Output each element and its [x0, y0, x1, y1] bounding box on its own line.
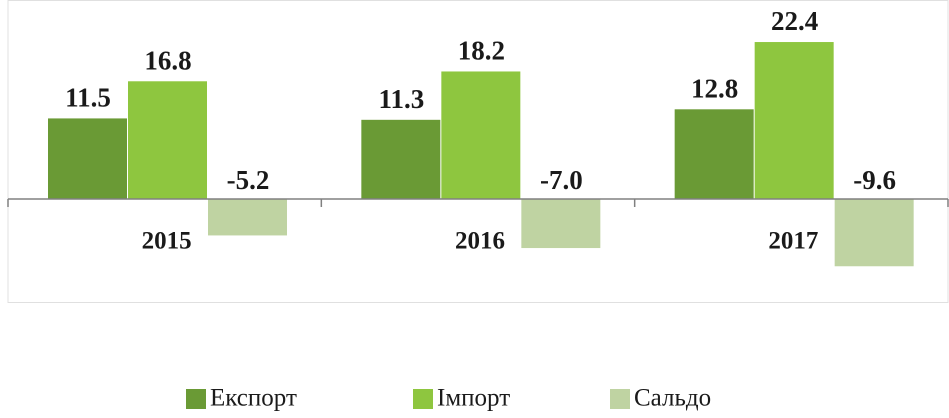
data-label: -7.0 [540, 165, 583, 195]
bar [208, 198, 287, 236]
bar [754, 42, 834, 199]
bar [128, 81, 207, 199]
data-label: 11.5 [65, 83, 111, 113]
x-tick-label: 2016 [455, 228, 505, 255]
plot-area [7, 0, 949, 303]
data-label: 11.3 [378, 84, 424, 114]
legend-swatch [610, 389, 630, 409]
data-label: -9.6 [853, 165, 896, 195]
data-label: 18.2 [458, 36, 505, 66]
legend-swatch [186, 389, 206, 409]
bar [834, 198, 914, 267]
bar [48, 118, 127, 199]
legend-label: Імпорт [437, 385, 510, 412]
legend-label: Експорт [210, 385, 297, 412]
data-label: 12.8 [691, 74, 738, 104]
data-label: -5.2 [227, 165, 270, 195]
x-tick-label: 2017 [768, 228, 818, 255]
x-tick-label: 2015 [142, 228, 192, 255]
bar [441, 71, 521, 199]
bar [674, 109, 754, 199]
data-label: 22.4 [771, 6, 818, 36]
legend-swatch [413, 389, 433, 409]
bar [361, 119, 441, 199]
legend-label: Сальдо [634, 385, 711, 412]
bar [521, 198, 601, 249]
data-label: 16.8 [144, 45, 191, 75]
